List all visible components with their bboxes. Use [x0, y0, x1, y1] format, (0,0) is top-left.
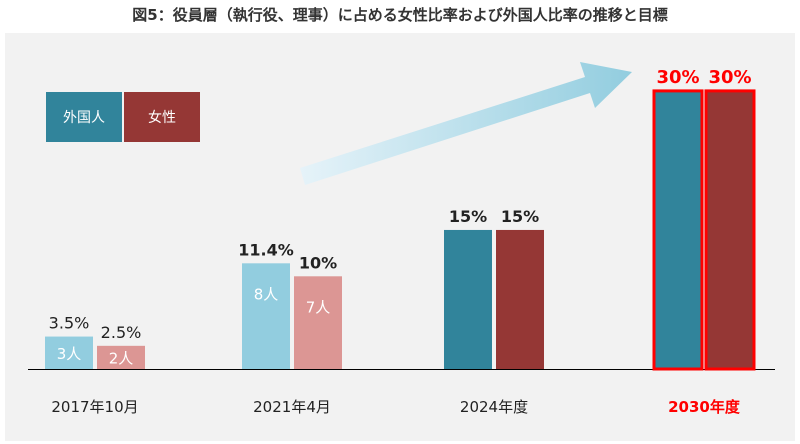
bar-foreign-0 [45, 336, 93, 369]
bar-foreign-1 [242, 263, 290, 369]
inner-label-foreign-1: 8人 [254, 285, 279, 303]
bar-female-2 [496, 229, 544, 369]
bar-female-3 [704, 89, 756, 371]
data-label-foreign-0: 3.5% [49, 314, 90, 333]
chart-title: 図5：役員層（執行役、理事）に占める女性比率および外国人比率の推移と目標 [132, 6, 668, 24]
data-label-female-2: 15% [501, 207, 539, 226]
x-tick-label-0: 2017年10月 [51, 398, 138, 416]
x-tick-label-1: 2021年4月 [253, 398, 331, 416]
bar-female-1 [294, 276, 342, 369]
legend-label-female: 女性 [148, 110, 176, 126]
legend-item-foreign: 外国人 [46, 92, 122, 142]
bar-female-0 [97, 345, 145, 369]
inner-label-female-0: 2人 [109, 349, 134, 367]
inner-label-foreign-0: 3人 [57, 345, 82, 363]
bar-foreign-2 [444, 229, 492, 369]
x-tick-label-3: 2030年度 [668, 398, 741, 416]
data-label-female-3: 30% [708, 67, 751, 88]
bar-foreign-3 [652, 89, 704, 371]
inner-label-female-1: 7人 [306, 298, 331, 316]
data-label-foreign-1: 11.4% [238, 240, 294, 259]
x-tick-label-2: 2024年度 [460, 398, 528, 416]
legend-item-female: 女性 [124, 92, 200, 142]
data-label-female-1: 10% [299, 253, 337, 272]
data-label-foreign-3: 30% [656, 67, 699, 88]
legend-label-foreign: 外国人 [63, 110, 105, 126]
trend-arrow [300, 62, 632, 185]
data-label-female-0: 2.5% [101, 323, 142, 342]
data-label-foreign-2: 15% [449, 207, 487, 226]
